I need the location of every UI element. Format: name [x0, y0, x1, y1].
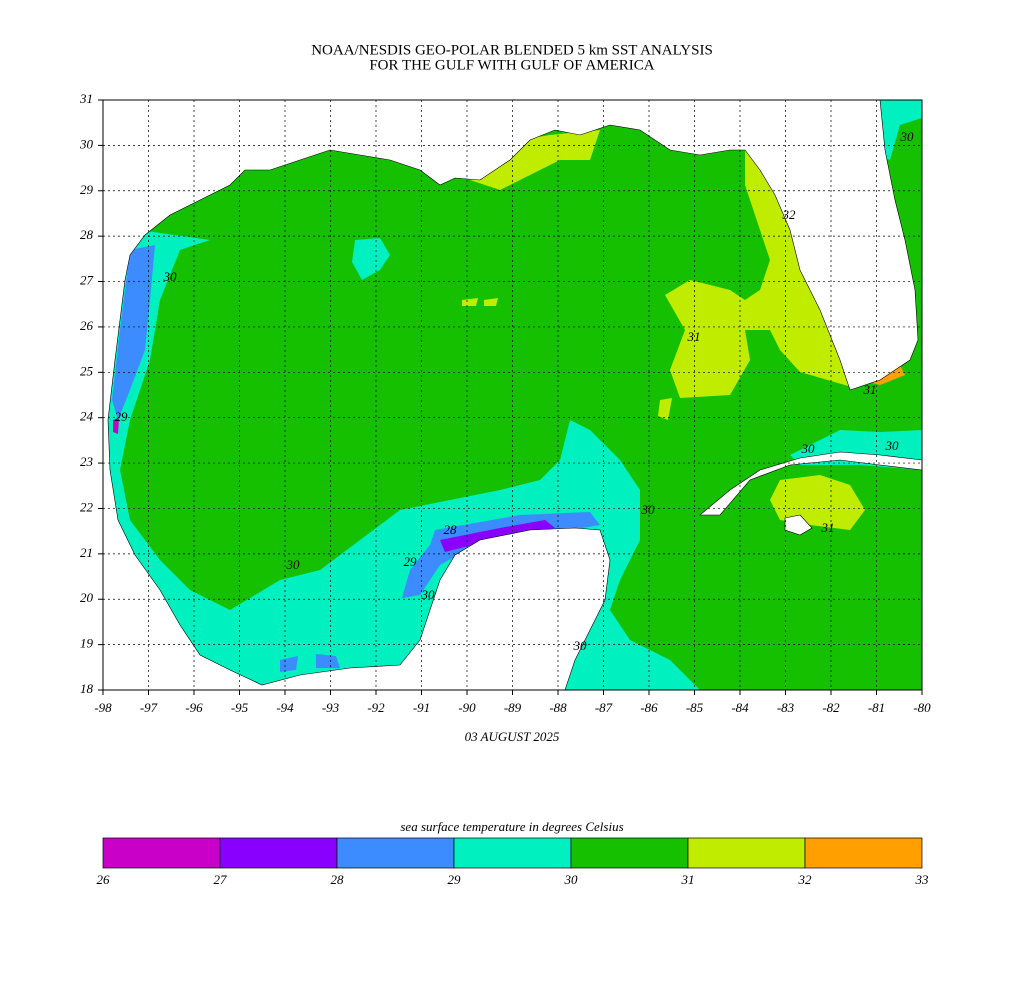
- date: 03 AUGUST 2025: [465, 729, 560, 744]
- contour-label: 31: [863, 382, 877, 397]
- sea-31-32: [665, 148, 865, 398]
- colorbar-tick-label: 31: [681, 872, 695, 887]
- x-tick-label: -90: [458, 700, 476, 715]
- contour-label: 30: [885, 438, 900, 453]
- land: [102, 99, 919, 691]
- colorbar-tick-label: 29: [448, 872, 462, 887]
- colorbar-segment: [453, 837, 572, 869]
- x-tick-label: -91: [413, 700, 430, 715]
- title-line: FOR THE GULF WITH GULF OF AMERICA: [369, 57, 654, 73]
- map-frame: [102, 99, 923, 691]
- colorbar: 26 27 28 29 30 31 32 33: [97, 837, 930, 887]
- colorbar-tick-label: 28: [331, 872, 345, 887]
- x-tick-label: -84: [731, 700, 749, 715]
- contour-label: 30: [421, 587, 436, 602]
- contour-label: 29: [115, 409, 129, 424]
- x-tick-label: -86: [640, 700, 658, 715]
- sea-28-29: [280, 654, 340, 672]
- x-tick-label: -88: [549, 700, 567, 715]
- contour-label: 30: [900, 129, 915, 144]
- y-tick-label: 20: [80, 590, 94, 605]
- sea-29-30: [352, 238, 390, 280]
- land: [784, 514, 813, 536]
- y-tick-label: 23: [80, 454, 94, 469]
- y-tick-label: 25: [80, 363, 94, 378]
- sea-28-29: [402, 512, 600, 598]
- colorbar-label: sea surface temperature in degrees Celsi…: [400, 819, 623, 834]
- x-tick-label: -83: [777, 700, 795, 715]
- colorbar-segment: [804, 837, 923, 869]
- x-tick-label: -92: [367, 700, 385, 715]
- contour-label: 32: [782, 207, 797, 222]
- y-tick-label: 22: [80, 499, 94, 514]
- colorbar-segment: [102, 837, 221, 869]
- contour-label: 31: [687, 329, 701, 344]
- contour-label: 31: [821, 520, 835, 535]
- contour-label: 28: [444, 522, 458, 537]
- sea-26-27: [113, 418, 119, 434]
- contour-label: 30: [163, 269, 178, 284]
- colorbar-segment: [219, 837, 338, 869]
- y-tick-label: 31: [79, 91, 93, 106]
- colorbar-tick-label: 26: [97, 872, 111, 887]
- x-tick-label: -87: [595, 700, 613, 715]
- y-tick-label: 30: [79, 136, 94, 151]
- y-tick-label: 21: [80, 545, 93, 560]
- x-tick-label: -82: [822, 700, 840, 715]
- map: -98 -97 -96 -95 -94 -93 -92 -91 -90 -89 -88 -87 -86 -…: [79, 91, 931, 715]
- y-tick-label: 19: [80, 636, 94, 651]
- colorbar-segment: [336, 837, 455, 869]
- x-tick-label: -94: [276, 700, 294, 715]
- y-tick-label: 26: [80, 318, 94, 333]
- y-tick-label: 28: [80, 227, 94, 242]
- contour-label: 30: [286, 557, 301, 572]
- x-tick-label: -93: [322, 700, 340, 715]
- colorbar-tick-label: 32: [798, 872, 813, 887]
- y-tick-label: 24: [80, 409, 94, 424]
- x-tick-label: -95: [231, 700, 249, 715]
- y-tick-label: 27: [80, 273, 94, 288]
- colorbar-segment: [570, 837, 689, 869]
- contour-label: 29: [404, 554, 418, 569]
- x-tick-label: -81: [868, 700, 885, 715]
- colorbar-segment: [687, 837, 806, 869]
- x-tick-label: -80: [913, 700, 931, 715]
- x-tick-label: -89: [504, 700, 522, 715]
- title-line: NOAA/NESDIS GEO-POLAR BLENDED 5 km SST A…: [311, 42, 713, 58]
- contour-label: 30: [801, 441, 816, 456]
- x-tick-label: -97: [140, 700, 158, 715]
- colorbar-tick-label: 33: [915, 872, 930, 887]
- y-tick-label: 18: [80, 681, 94, 696]
- colorbar-tick-label: 30: [564, 872, 579, 887]
- y-tick-label: 29: [80, 182, 94, 197]
- x-tick-label: -96: [185, 700, 203, 715]
- x-tick-label: -98: [94, 700, 112, 715]
- contour-label: 30: [641, 502, 656, 517]
- sea-27-28: [440, 520, 555, 552]
- contour-label: 30: [573, 638, 588, 653]
- colorbar-tick-label: 27: [214, 872, 228, 887]
- sea-28-29: [112, 245, 155, 420]
- x-tick-label: -85: [686, 700, 704, 715]
